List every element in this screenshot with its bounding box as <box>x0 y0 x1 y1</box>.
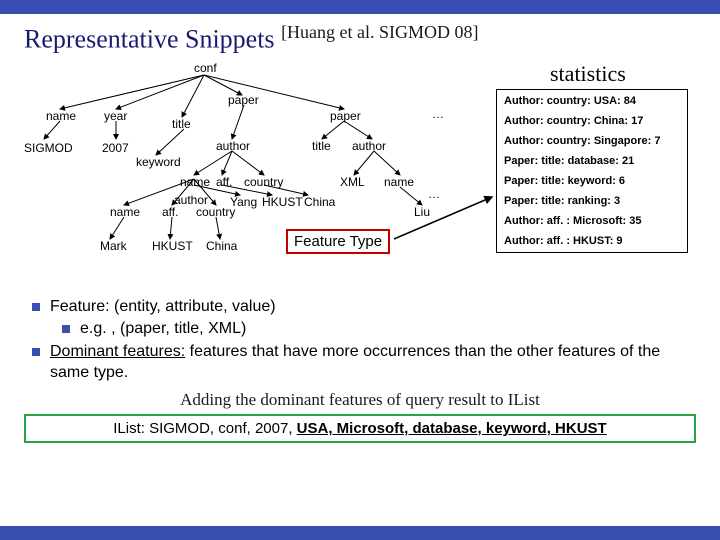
stat-row: Paper: title: database: 21 <box>504 155 634 167</box>
node-hkust2: HKUST <box>262 195 303 209</box>
bullet-item: e.g. , (paper, title, XML) <box>32 319 696 340</box>
node-author1: author <box>216 139 250 153</box>
bullet-icon <box>62 325 70 333</box>
stat-row: Author: country: USA: 84 <box>504 95 636 107</box>
node-conf: conf <box>194 61 217 75</box>
bullet-text: Dominant features: features that have mo… <box>50 342 696 384</box>
stat-row: Author: country: China: 17 <box>504 115 643 127</box>
node-name: name <box>46 109 76 123</box>
node-2007: 2007 <box>102 141 129 155</box>
node-sigmod: SIGMOD <box>24 141 73 155</box>
bullet-text: Feature: (entity, attribute, value) <box>50 297 276 318</box>
node-xml: XML <box>340 175 365 189</box>
bullet-item: Feature: (entity, attribute, value) <box>32 297 696 318</box>
node-dots2: … <box>428 187 440 201</box>
node-country1: country <box>244 175 283 189</box>
node-name2: name <box>180 175 210 189</box>
node-china: China <box>206 239 237 253</box>
title-citation: [Huang et al. SIGMOD 08] <box>281 22 478 42</box>
adding-line: Adding the dominant features of query re… <box>24 390 696 410</box>
node-liu: Liu <box>414 205 430 219</box>
node-paper1: paper <box>228 93 259 107</box>
stat-row: Author: aff. : Microsoft: 35 <box>504 215 642 227</box>
node-title: title <box>172 117 191 131</box>
node-aff1: aff. <box>216 175 232 189</box>
bullet-icon <box>32 348 40 356</box>
bottom-bar <box>0 526 720 540</box>
bullet-list: Feature: (entity, attribute, value) e.g.… <box>24 297 696 384</box>
node-name3: name <box>384 175 414 189</box>
node-china2: China <box>304 195 335 209</box>
node-title2: title <box>312 139 331 153</box>
node-yang: Yang <box>230 195 257 209</box>
title-main: Representative Snippets <box>24 25 275 54</box>
top-bar <box>0 0 720 14</box>
stat-row: Author: aff. : HKUST: 9 <box>504 235 623 247</box>
slide-title: Representative Snippets [Huang et al. SI… <box>24 22 696 55</box>
stat-row: Paper: title: ranking: 3 <box>504 195 620 207</box>
node-name4: name <box>110 205 140 219</box>
node-keyword: keyword <box>136 155 181 169</box>
node-mark: Mark <box>100 239 127 253</box>
node-year: year <box>104 109 127 123</box>
stat-row: Paper: title: keyword: 6 <box>504 175 625 187</box>
stat-row: Author: country: Singapore: 7 <box>504 135 660 147</box>
dominant-underline: Dominant features: <box>50 343 185 360</box>
statistics-title: statistics <box>550 61 626 87</box>
tree-diagram: conf name year SIGMOD 2007 title keyword… <box>24 57 696 297</box>
feature-type-box: Feature Type <box>286 229 390 254</box>
bullet-text: e.g. , (paper, title, XML) <box>80 319 246 340</box>
node-hkust: HKUST <box>152 239 193 253</box>
statistics-box <box>496 89 688 253</box>
node-paper2: paper <box>330 109 361 123</box>
bullet-item: Dominant features: features that have mo… <box>32 342 696 384</box>
ilist-keywords: USA, Microsoft, database, keyword, HKUST <box>297 420 607 437</box>
node-author2: author <box>352 139 386 153</box>
bullet-icon <box>32 303 40 311</box>
node-aff2: aff. <box>162 205 178 219</box>
ilist-prefix: IList: SIGMOD, conf, 2007, <box>113 420 296 437</box>
ilist-bar: IList: SIGMOD, conf, 2007, USA, Microsof… <box>24 414 696 443</box>
node-dots1: … <box>432 107 444 121</box>
